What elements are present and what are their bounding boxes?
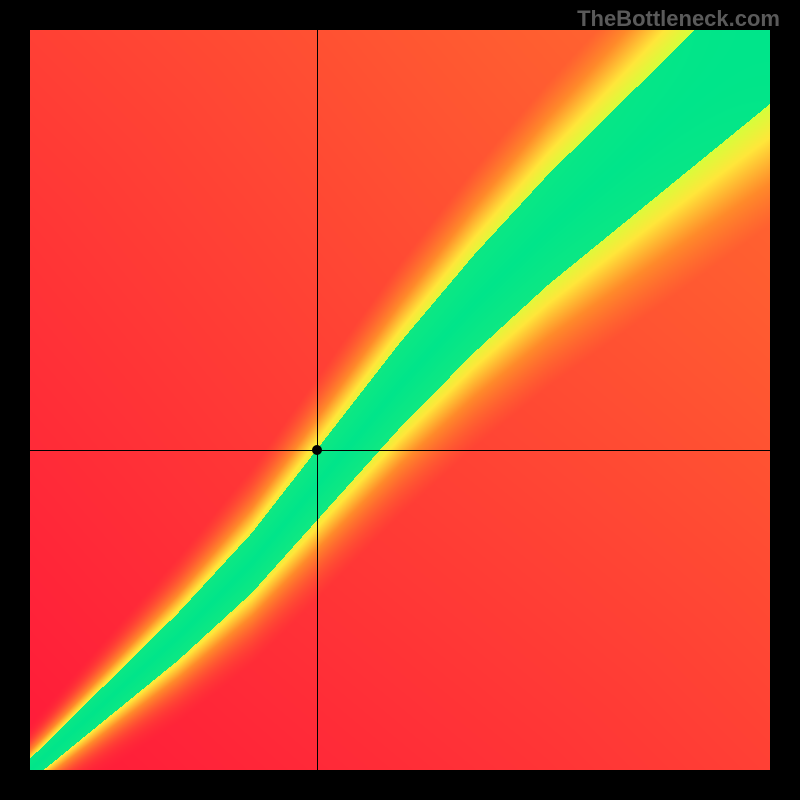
- bottleneck-heatmap: [30, 30, 770, 770]
- marker-dot: [312, 445, 322, 455]
- crosshair-horizontal: [30, 450, 770, 451]
- crosshair-vertical: [317, 30, 318, 770]
- heatmap-canvas: [30, 30, 770, 770]
- watermark-text: TheBottleneck.com: [577, 6, 780, 32]
